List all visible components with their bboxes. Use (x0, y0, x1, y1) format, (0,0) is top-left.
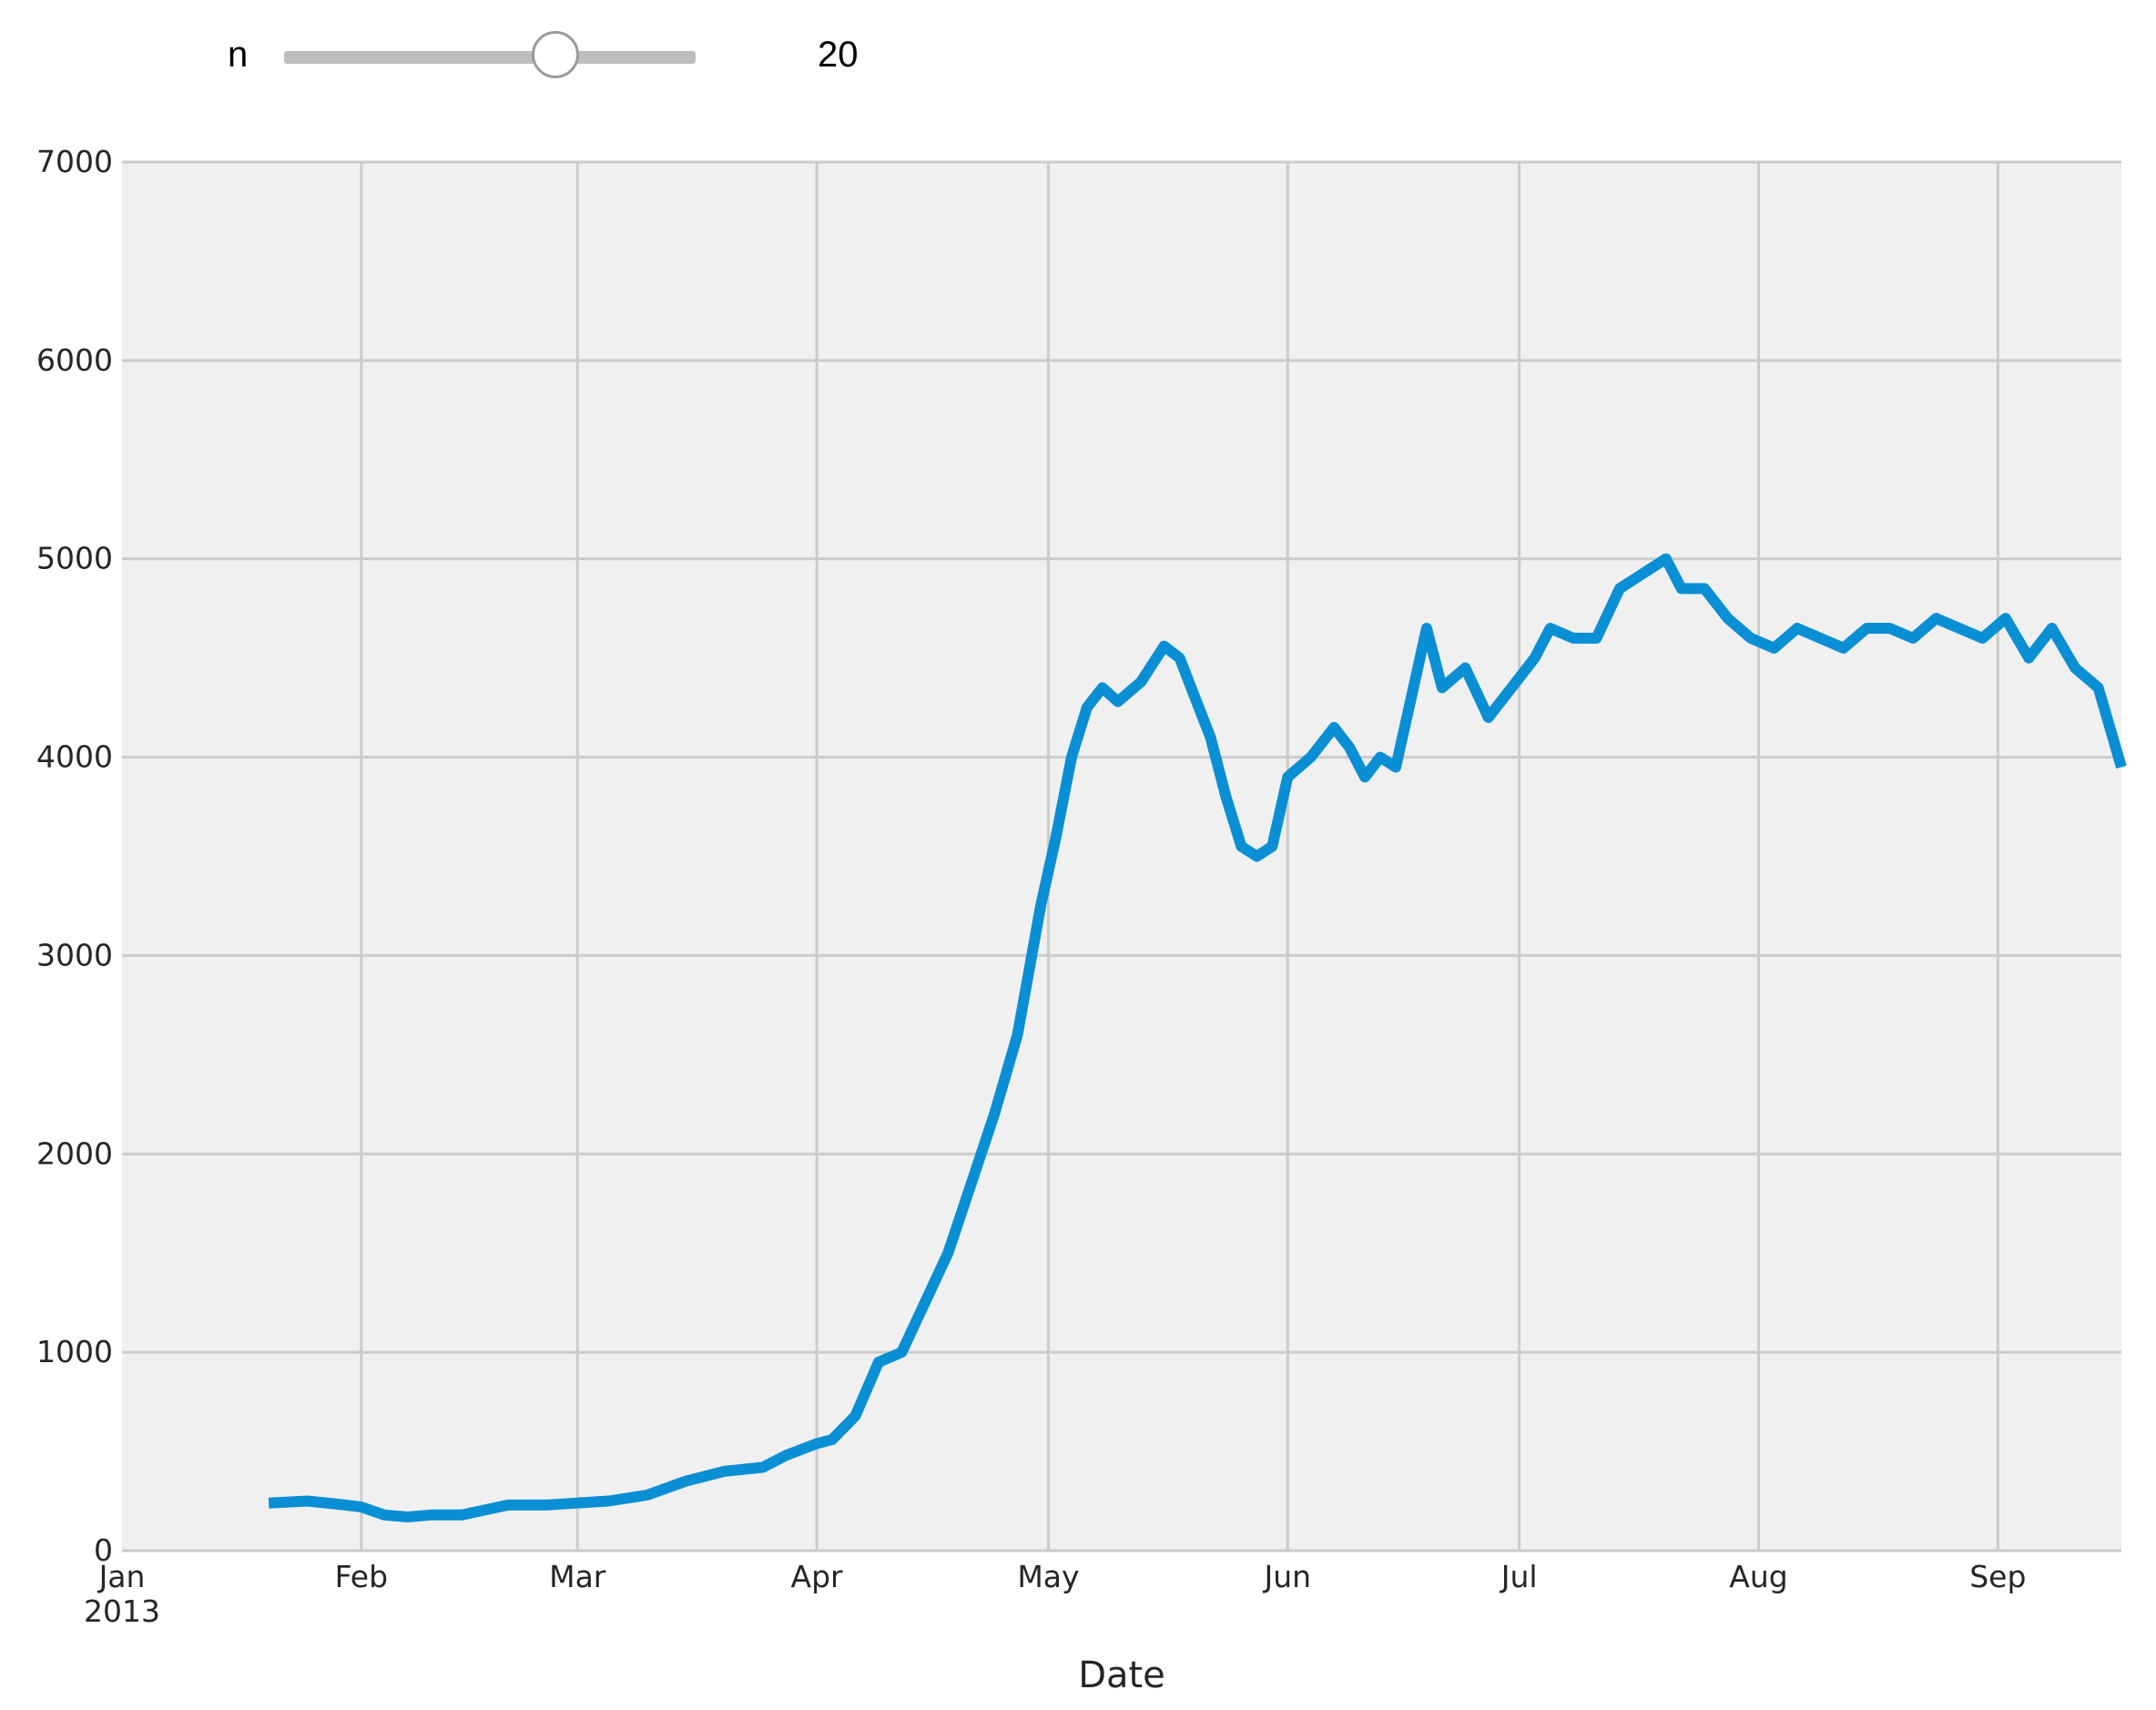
y-axis: 0 1000 2000 3000 4000 5000 6000 7000 (36, 144, 113, 1568)
n-slider-track[interactable] (284, 51, 696, 64)
x-tick-label: Sep (1969, 1559, 2026, 1594)
n-slider-handle[interactable] (532, 31, 580, 78)
slider-label: n (228, 35, 249, 75)
x-tick-label: Aug (1729, 1559, 1787, 1594)
y-tick-label: 4000 (36, 739, 113, 775)
plot-area (122, 162, 2121, 1551)
x-tick-label: Jun (1263, 1559, 1312, 1594)
x-tick-label: May (1017, 1559, 1079, 1594)
grid-lines (122, 160, 2121, 1552)
y-tick-label: 5000 (36, 541, 113, 576)
y-tick-label: 7000 (36, 144, 113, 179)
slider-widget: n 20 (0, 0, 1002, 118)
series-line (268, 553, 2127, 1522)
y-tick-label: 1000 (36, 1334, 113, 1369)
y-tick-label: 3000 (36, 937, 113, 972)
x-tick-label: Apr (791, 1559, 844, 1594)
x-tick-label: Mar (549, 1559, 606, 1594)
x-axis-title: Date (1078, 1654, 1165, 1696)
x-tick-label: Jul (1500, 1559, 1538, 1594)
y-tick-label: 6000 (36, 342, 113, 378)
y-tick-label: 0 (94, 1532, 113, 1568)
slider-value: 20 (818, 35, 859, 75)
x-tick-sublabel: 2013 (84, 1593, 160, 1629)
y-tick-label: 2000 (36, 1135, 113, 1171)
x-tick-label: Jan (97, 1559, 146, 1594)
x-tick-label: Feb (335, 1559, 388, 1594)
